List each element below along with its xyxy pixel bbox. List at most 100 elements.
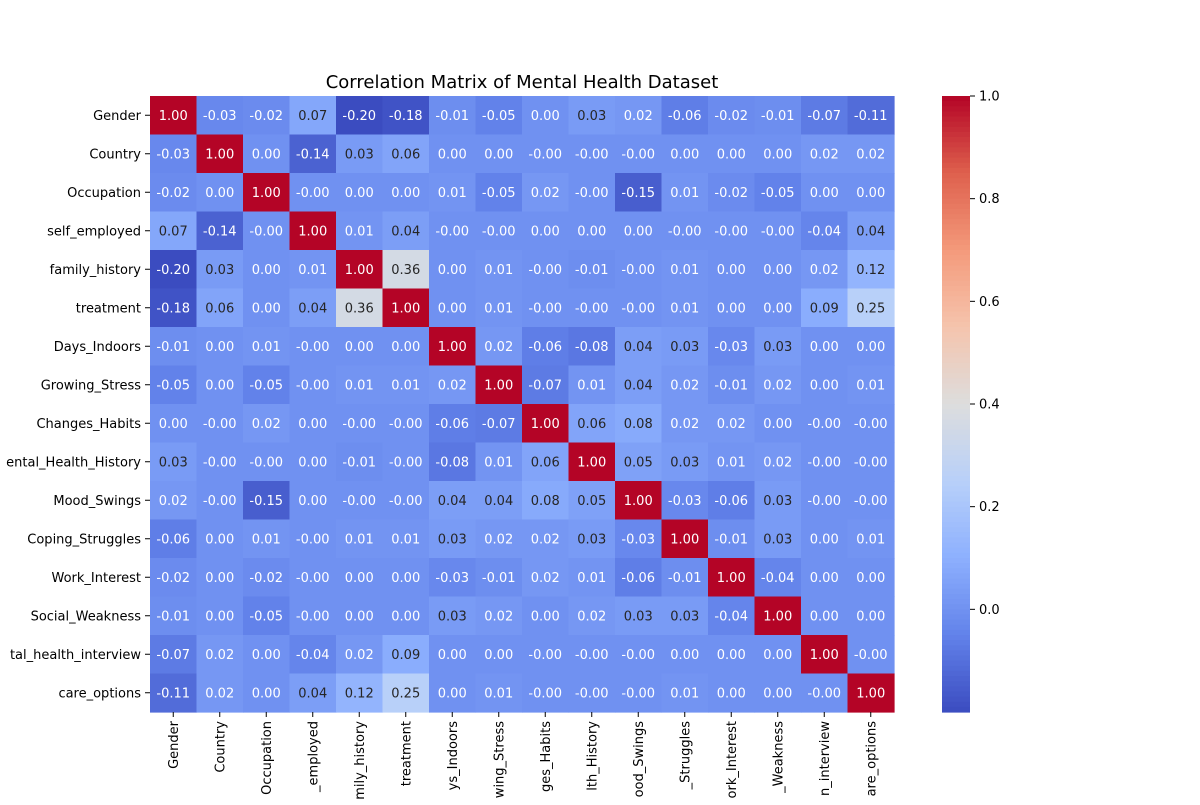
heatmap-cell <box>801 635 849 675</box>
y-tick-label: tal_health_interview <box>10 648 141 663</box>
cell-value-label: -0.18 <box>156 301 190 316</box>
colorbar-tick-label: 0.6 <box>979 295 1000 310</box>
colorbar-segment <box>942 116 970 123</box>
cell-value-label: -0.00 <box>296 186 330 201</box>
cell-value-label: 1.00 <box>624 494 653 509</box>
y-tick-label: care_options <box>58 686 141 701</box>
heatmap-cell <box>754 211 802 251</box>
cell-value-label: 0.36 <box>391 263 420 278</box>
cell-value-label: 0.00 <box>252 686 281 701</box>
cell-value-label: -0.02 <box>714 109 748 124</box>
cell-value-label: -0.00 <box>203 455 237 470</box>
colorbar-segment <box>942 568 970 574</box>
x-tick-labels: Gender Country Occupation _employed mily_his… <box>167 712 879 800</box>
cell-value-label: 0.04 <box>624 378 653 393</box>
heatmap-cell <box>196 519 244 559</box>
heatmap-cell <box>429 635 477 675</box>
heatmap-cell <box>615 481 663 521</box>
cell-value-label: 0.00 <box>205 340 234 355</box>
cell-value-label: -0.00 <box>714 224 748 239</box>
heatmap-cell <box>801 404 849 444</box>
y-tick-label: treatment <box>76 301 141 316</box>
heatmap-cell <box>475 635 523 675</box>
cell-value-label: -0.02 <box>249 571 283 586</box>
colorbar-segment <box>942 578 970 585</box>
x-tick-label: Country <box>213 721 228 773</box>
cell-value-label: 0.00 <box>438 263 467 278</box>
colorbar-segment <box>942 219 970 225</box>
heatmap-cell <box>847 250 895 290</box>
colorbar-segment <box>942 588 970 595</box>
heatmap-cell <box>615 558 663 598</box>
colorbar-segment <box>942 296 970 302</box>
heatmap-cell <box>196 442 244 482</box>
heatmap-cell <box>196 365 244 405</box>
heatmap-cell <box>522 96 570 136</box>
cell-value-label: 0.02 <box>484 532 513 547</box>
cell-value-label: 0.05 <box>624 455 653 470</box>
colorbar-segment <box>942 470 970 477</box>
cell-value-label: -0.00 <box>528 686 562 701</box>
colorbar-segment <box>942 619 970 626</box>
cell-value-label: 1.00 <box>205 147 234 162</box>
cell-value-label: 0.00 <box>438 648 467 663</box>
heatmap-cell <box>568 596 616 636</box>
cell-value-label: 0.00 <box>763 686 792 701</box>
heatmap-cell <box>522 211 570 251</box>
heatmap-cell <box>522 673 570 713</box>
cell-value-label: -0.01 <box>714 378 748 393</box>
heatmap-cell <box>196 635 244 675</box>
cell-value-label: -0.00 <box>203 494 237 509</box>
cell-value-label: 0.03 <box>624 609 653 624</box>
cell-value-label: 0.03 <box>577 532 606 547</box>
cell-value-label: -0.00 <box>621 648 655 663</box>
heatmap-cell <box>568 96 616 136</box>
colorbar-segment <box>942 101 970 107</box>
cell-value-label: -0.00 <box>389 417 423 432</box>
cell-value-label: 0.02 <box>159 494 188 509</box>
cell-value-label: 0.00 <box>810 340 839 355</box>
cell-value-label: 0.02 <box>670 417 699 432</box>
colorbar-segment <box>942 157 970 164</box>
colorbar-segment <box>942 352 970 359</box>
heatmap-cell <box>196 673 244 713</box>
colorbar-segment <box>942 193 970 200</box>
cell-value-label: -0.00 <box>854 455 888 470</box>
cell-value-label: 0.00 <box>391 571 420 586</box>
heatmap-cell <box>475 365 523 405</box>
y-tick-label: Mood_Swings <box>53 494 141 509</box>
cell-value-label: -0.08 <box>575 340 609 355</box>
cell-value-label: -0.00 <box>296 378 330 393</box>
cell-value-label: 0.00 <box>763 263 792 278</box>
colorbar-segment <box>942 414 970 420</box>
colorbar-segment <box>942 142 970 148</box>
colorbar-segment <box>942 511 970 518</box>
colorbar-segment <box>942 670 970 677</box>
heatmap-cell <box>754 442 802 482</box>
colorbar-segment <box>942 362 970 369</box>
colorbar-segment <box>942 558 970 564</box>
cell-value-label: 0.03 <box>577 109 606 124</box>
heatmap-cell <box>615 442 663 482</box>
colorbar-segment <box>942 147 970 154</box>
heatmap-cell <box>801 250 849 290</box>
colorbar-segment <box>942 434 970 441</box>
cell-value-label: 0.06 <box>391 147 420 162</box>
heatmap-cell <box>661 211 709 251</box>
heatmap-cell <box>289 365 337 405</box>
colorbar-segment <box>942 624 970 631</box>
cell-value-label: -0.00 <box>203 417 237 432</box>
heatmap-cell <box>429 365 477 405</box>
colorbar-segment <box>942 393 970 400</box>
cell-value-label: -0.00 <box>342 417 376 432</box>
heatmap-cell <box>568 481 616 521</box>
colorbar-segment <box>942 491 970 497</box>
cell-value-label: 0.00 <box>159 417 188 432</box>
heatmap-cell <box>382 365 430 405</box>
y-tick-label: Days_Indoors <box>54 340 142 355</box>
heatmap-cell <box>196 327 244 367</box>
heatmap-cell <box>847 365 895 405</box>
cell-value-label: 0.01 <box>577 378 606 393</box>
heatmap-cell <box>568 404 616 444</box>
colorbar-segment <box>942 167 970 174</box>
